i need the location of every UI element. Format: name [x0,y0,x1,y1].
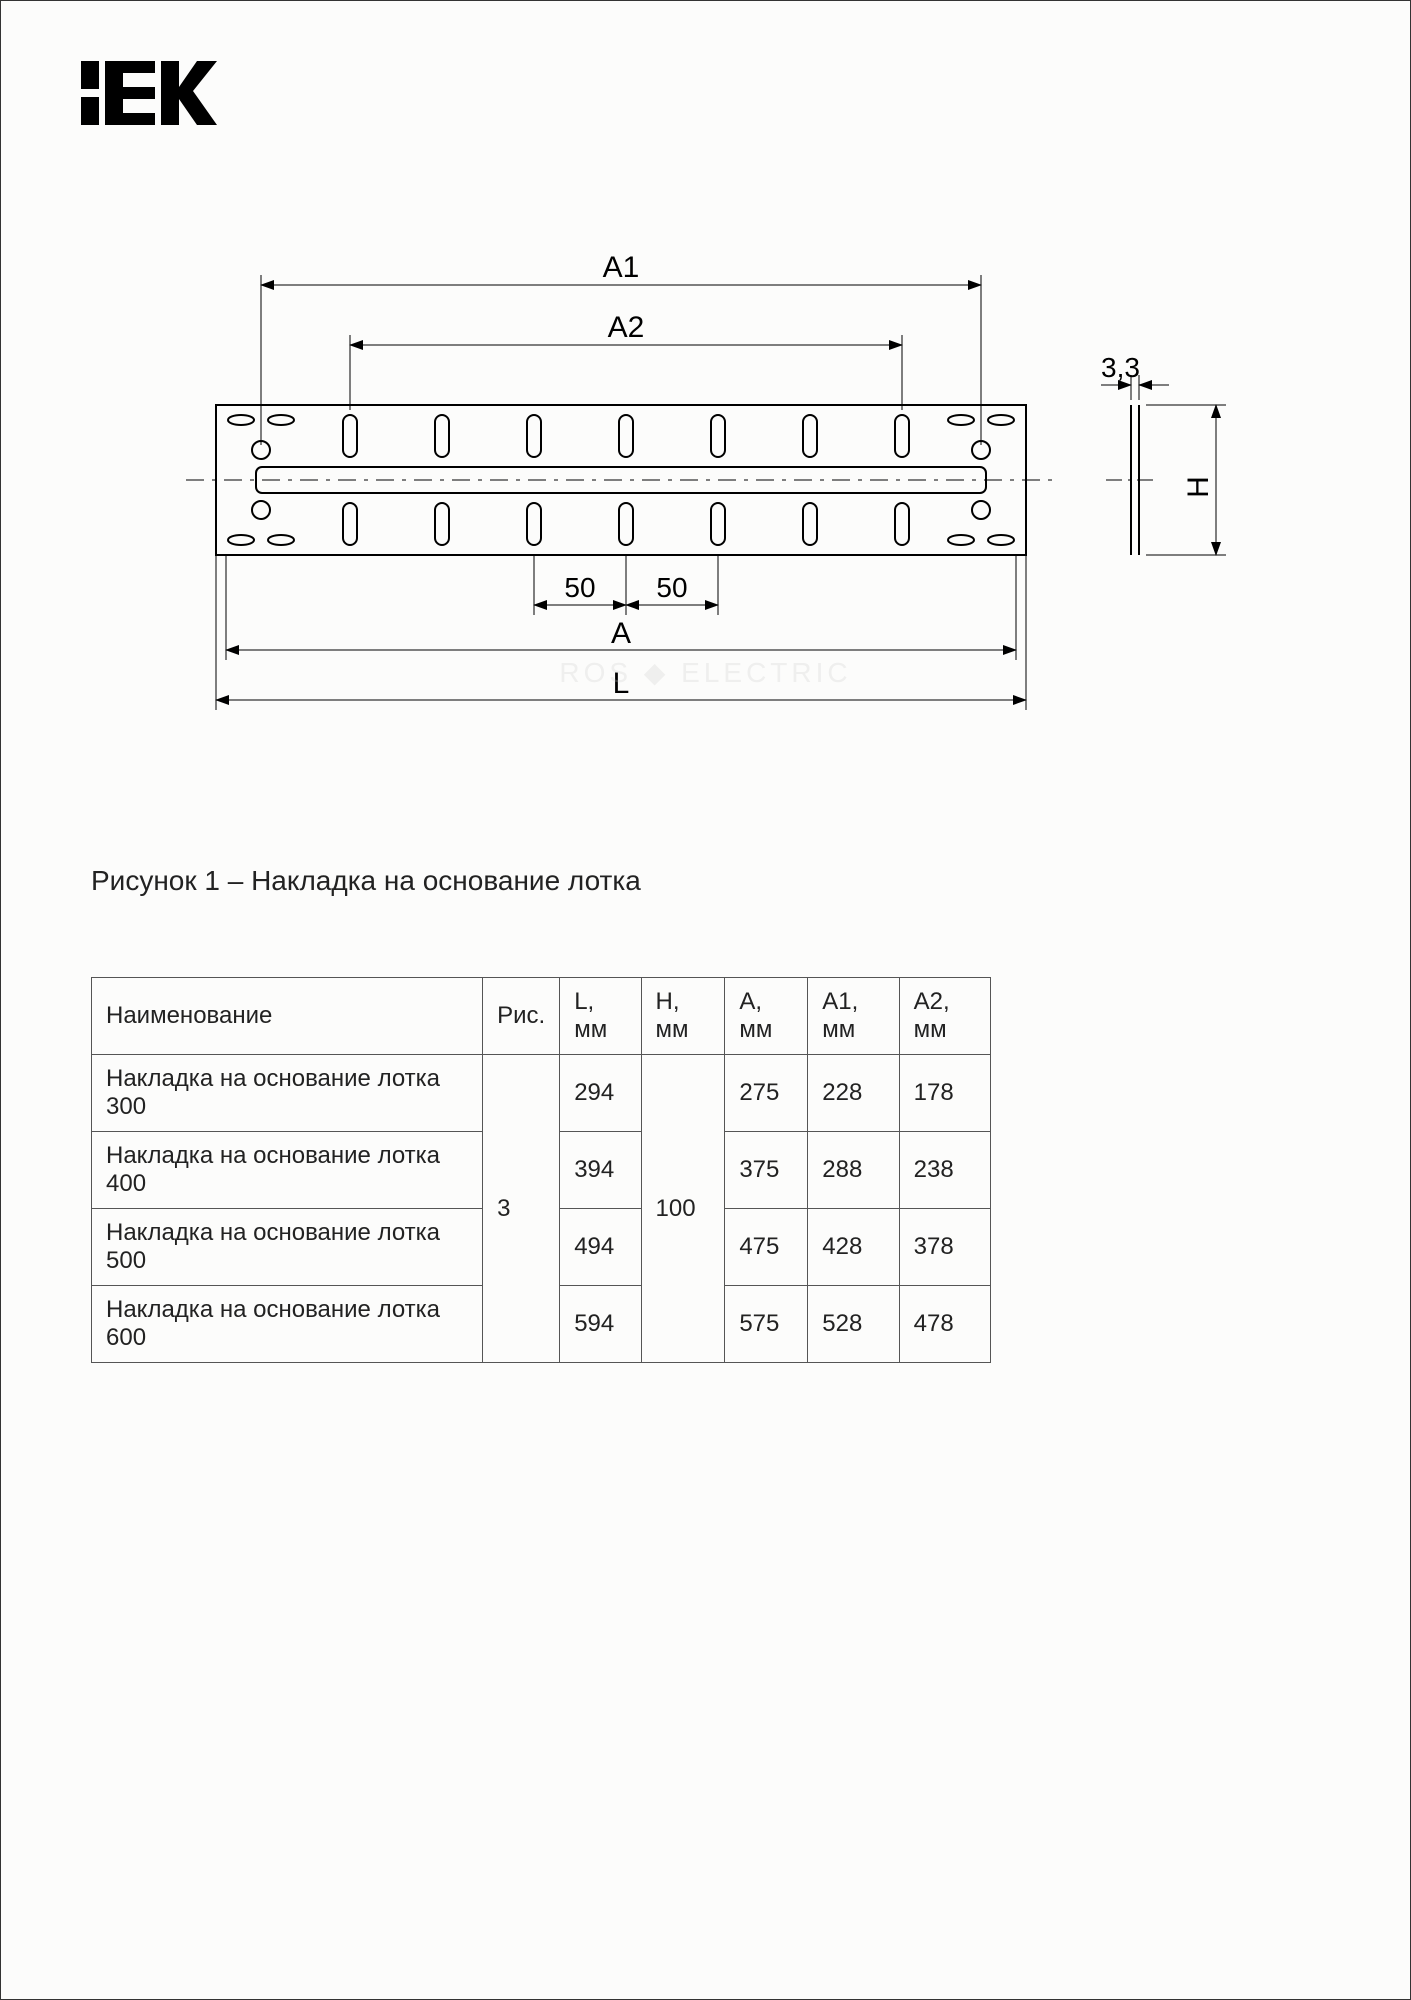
table-row: Накладка на основание лотка 300 3 294 10… [92,1055,991,1132]
cell-l: 394 [560,1132,641,1209]
cell-name: Накладка на основание лотка 400 [92,1132,483,1209]
col-a: A, мм [725,978,808,1055]
logo-letter-e [105,61,155,125]
cell-l: 594 [560,1286,641,1363]
logo-letter-i [81,61,99,125]
cell-a2: 478 [899,1286,990,1363]
col-a1: A1, мм [808,978,899,1055]
document-page: A1 A2 50 50 [0,0,1411,2000]
dim-l-label: L [612,667,629,700]
cell-a: 375 [725,1132,808,1209]
col-h: H, мм [641,978,725,1055]
spec-table: Наименование Рис. L, мм H, мм A, мм A1, … [91,977,991,1363]
cell-a2: 378 [899,1209,990,1286]
cell-a1: 288 [808,1132,899,1209]
dim-h-label: H [1182,476,1215,498]
cell-a2: 178 [899,1055,990,1132]
logo-letter-k [161,61,217,125]
cell-name: Накладка на основание лотка 500 [92,1209,483,1286]
dim-a2-label: A2 [607,311,644,344]
dim-pitch-right: 50 [656,572,687,603]
col-l: L, мм [560,978,641,1055]
cell-name: Накладка на основание лотка 600 [92,1286,483,1363]
col-ris: Рис. [483,978,560,1055]
cell-a1: 228 [808,1055,899,1132]
table-header-row: Наименование Рис. L, мм H, мм A, мм A1, … [92,978,991,1055]
figure-caption: Рисунок 1 – Накладка на основание лотка [81,865,1330,897]
cell-a1: 428 [808,1209,899,1286]
dim-a1-label: A1 [602,251,639,284]
cell-a: 475 [725,1209,808,1286]
cell-a1: 528 [808,1286,899,1363]
cell-l: 294 [560,1055,641,1132]
cell-name: Накладка на основание лотка 300 [92,1055,483,1132]
cell-l: 494 [560,1209,641,1286]
col-name: Наименование [92,978,483,1055]
cell-a2: 238 [899,1132,990,1209]
cell-a: 575 [725,1286,808,1363]
col-a2: A2, мм [899,978,990,1055]
dim-thickness: 3,3 [1101,352,1140,383]
technical-drawing: A1 A2 50 50 [81,205,1330,725]
cell-a: 275 [725,1055,808,1132]
dim-pitch-left: 50 [564,572,595,603]
dim-a-label: A [610,617,630,650]
brand-logo [81,61,1330,125]
cell-ris: 3 [483,1055,560,1363]
cell-h: 100 [641,1055,725,1363]
